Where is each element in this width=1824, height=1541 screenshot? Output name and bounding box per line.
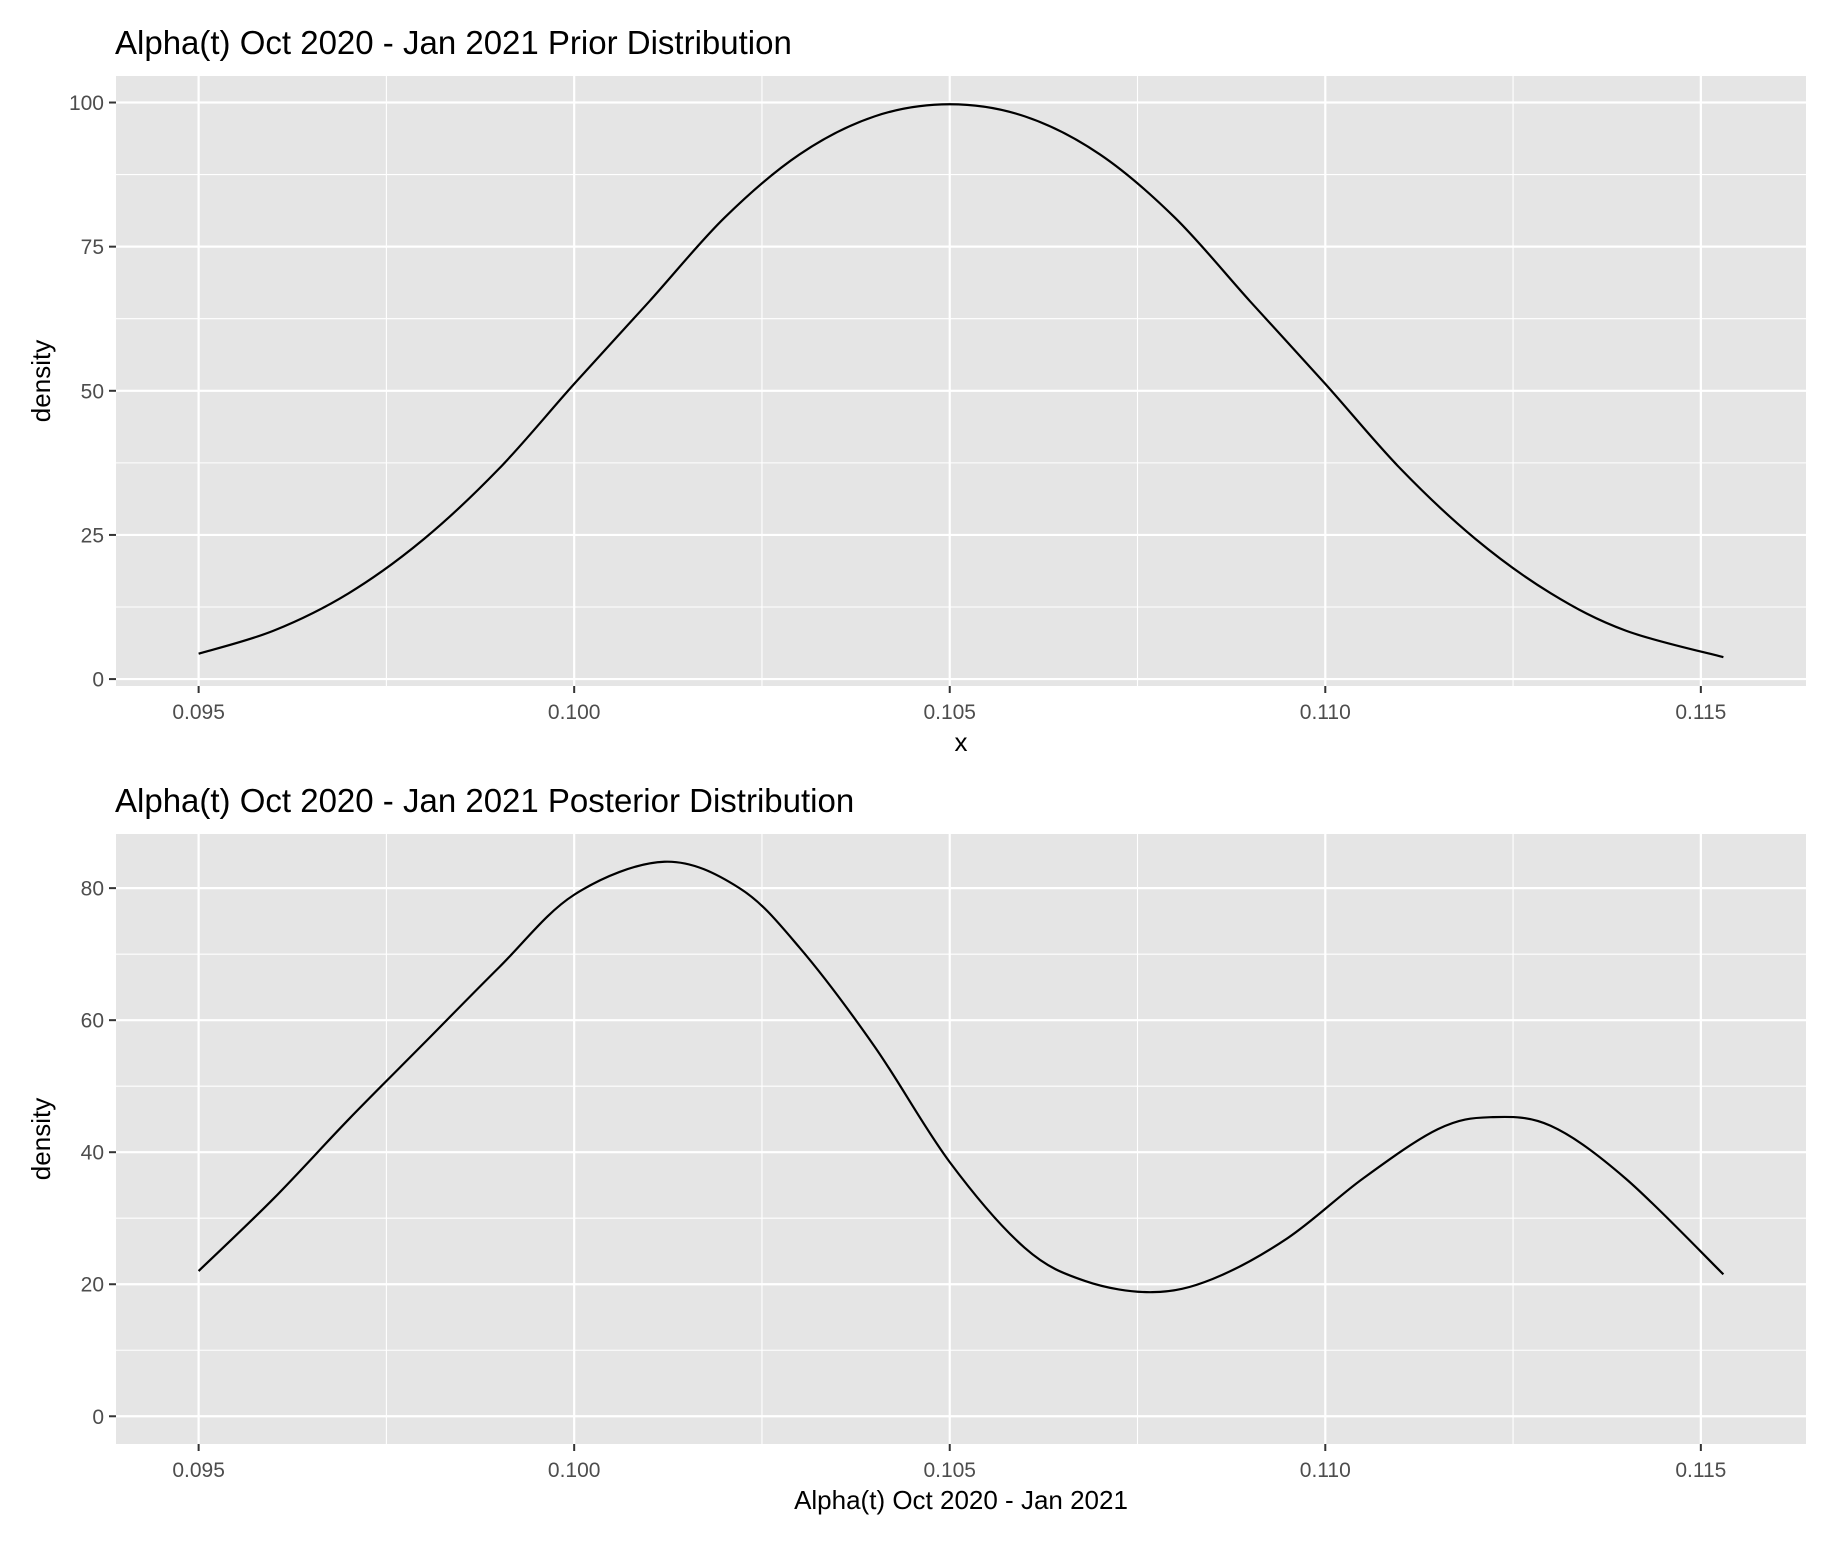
posterior-chart: Alpha(t) Oct 2020 - Jan 2021 Posterior D…: [26, 782, 1806, 1515]
posterior-density-curve: [197, 860, 1725, 1294]
posterior-x-tick-label: 0.110: [1300, 1459, 1351, 1482]
prior-plot-panel: [116, 76, 1806, 686]
posterior-y-tick-label: 20: [81, 1274, 104, 1297]
posterior-y-axis: 0 20 40 60 80: [81, 878, 116, 1429]
posterior-y-tick-label: 40: [81, 1142, 104, 1165]
posterior-x-tick-label: 0.105: [923, 1459, 976, 1482]
prior-x-axis: 0.095 0.100 0.105 0.110 0.115: [172, 686, 1726, 724]
prior-y-tick-label: 0: [92, 669, 104, 692]
prior-y-tick-label: 75: [81, 236, 104, 259]
prior-x-tick-label: 0.100: [548, 701, 601, 724]
posterior-x-tick-label: 0.115: [1675, 1459, 1726, 1482]
posterior-y-tick-label: 60: [81, 1010, 104, 1033]
prior-y-tick-label: 100: [69, 92, 104, 115]
prior-gridlines: [116, 76, 1806, 686]
posterior-y-tick-label: 80: [81, 878, 104, 901]
prior-y-tick-label: 25: [81, 524, 104, 547]
prior-y-axis-title: density: [26, 340, 56, 422]
prior-x-tick-label: 0.115: [1675, 701, 1726, 724]
prior-x-tick-label: 0.110: [1300, 701, 1351, 724]
posterior-x-axis: 0.095 0.100 0.105 0.110 0.115: [172, 1444, 1726, 1482]
prior-y-axis: 0 25 50 75 100: [69, 92, 116, 692]
prior-chart-title: Alpha(t) Oct 2020 - Jan 2021 Prior Distr…: [115, 24, 792, 61]
posterior-gridlines: [116, 834, 1806, 1444]
prior-y-tick-label: 50: [81, 380, 104, 403]
prior-chart: Alpha(t) Oct 2020 - Jan 2021 Prior Distr…: [26, 24, 1806, 757]
posterior-chart-title: Alpha(t) Oct 2020 - Jan 2021 Posterior D…: [115, 782, 854, 819]
posterior-x-axis-title: Alpha(t) Oct 2020 - Jan 2021: [794, 1485, 1128, 1515]
prior-density-curve: [198, 103, 1724, 659]
posterior-y-tick-label: 0: [92, 1406, 104, 1429]
posterior-y-axis-title: density: [26, 1098, 56, 1180]
posterior-x-tick-label: 0.095: [172, 1459, 225, 1482]
prior-x-axis-title: x: [955, 727, 968, 757]
posterior-x-tick-label: 0.100: [548, 1459, 601, 1482]
prior-x-tick-label: 0.095: [172, 701, 225, 724]
posterior-plot-panel: [116, 834, 1806, 1444]
prior-x-tick-label: 0.105: [923, 701, 976, 724]
